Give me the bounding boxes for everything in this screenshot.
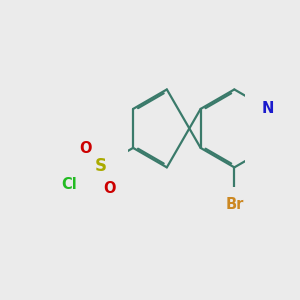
Text: O: O xyxy=(103,181,116,196)
Text: Cl: Cl xyxy=(61,177,77,192)
Text: N: N xyxy=(262,101,274,116)
Text: O: O xyxy=(80,141,92,156)
Text: Br: Br xyxy=(225,197,244,212)
Text: S: S xyxy=(95,158,107,175)
